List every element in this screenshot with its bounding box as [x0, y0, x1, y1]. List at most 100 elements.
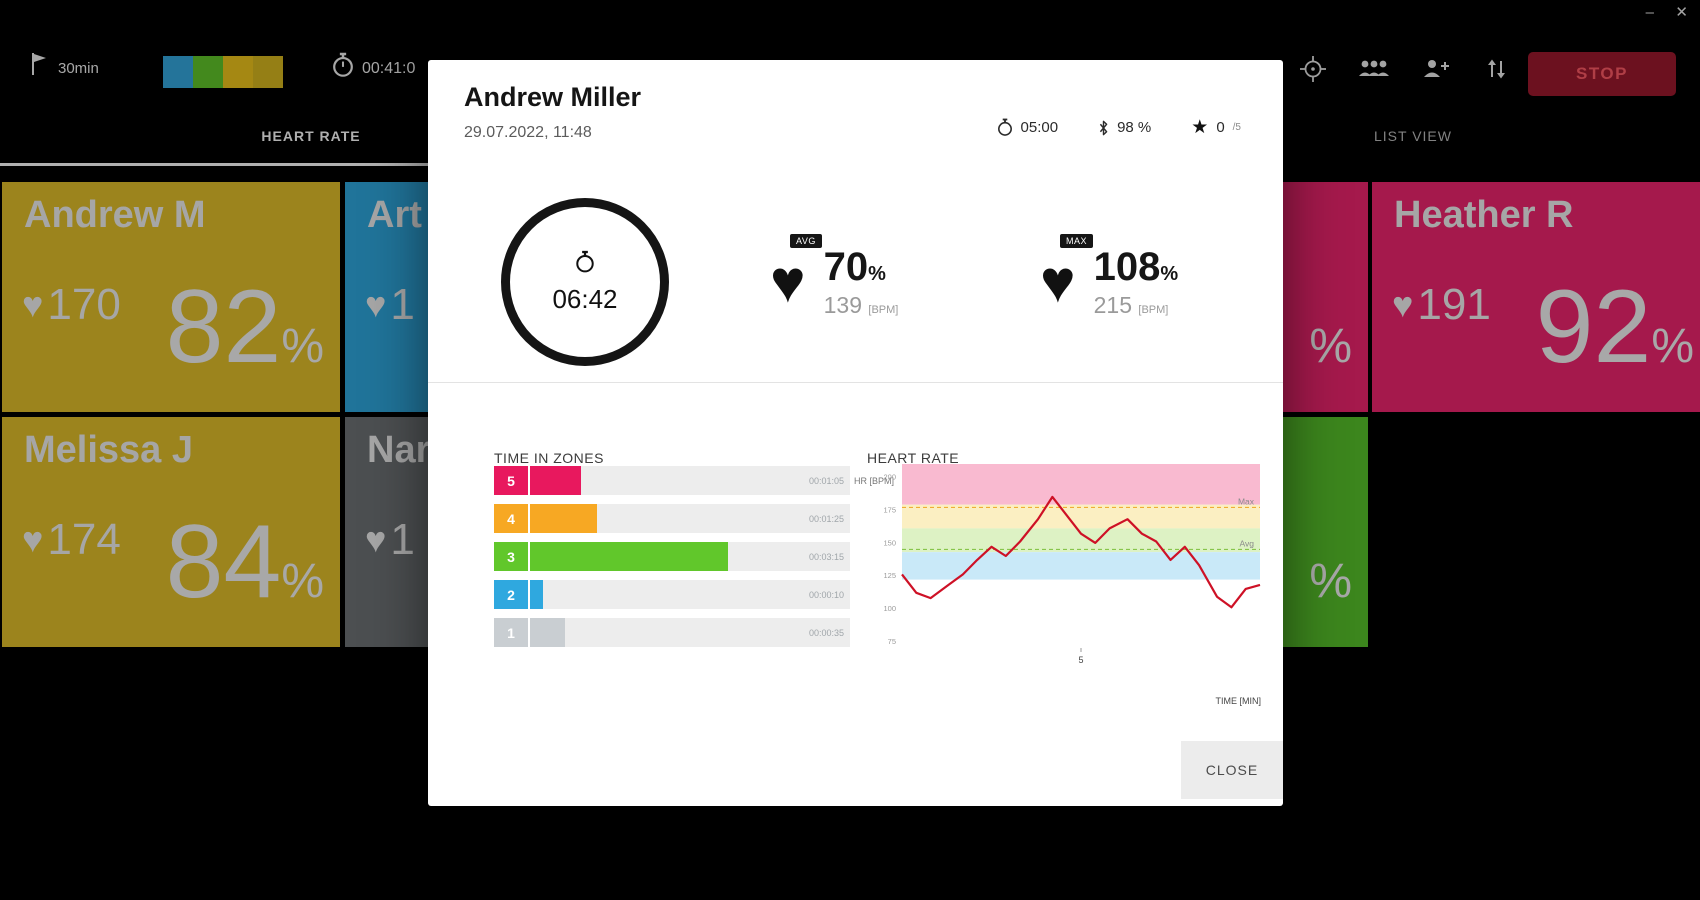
- zone-bar-track: 00:00:35: [530, 618, 850, 647]
- zone-row-1: 1 00:00:35: [494, 618, 850, 647]
- tab-list-view[interactable]: LIST VIEW: [1374, 128, 1452, 144]
- sort-icon[interactable]: [1482, 54, 1510, 89]
- max-heart-rate-stat: MAX ♥ 108% 215 [BPM]: [1040, 228, 1178, 319]
- zone-time-label: 00:01:25: [808, 513, 844, 524]
- avg-heart-rate-stat: AVG ♥ 70% 139 [BPM]: [770, 228, 898, 319]
- participants-group-icon[interactable]: [1356, 54, 1390, 89]
- participant-tile[interactable]: Andrew M ♥ 170 82%: [2, 182, 340, 412]
- svg-text:175: 175: [883, 506, 896, 515]
- target-icon[interactable]: [1298, 54, 1328, 89]
- hr-zone-band-zone2: [902, 552, 1260, 580]
- max-percent-unit: %: [1160, 263, 1179, 285]
- time-in-zones-title: TIME IN ZONES: [494, 450, 604, 466]
- heart-rate-chart: Max Avg 200 175 150 125 100 75 5: [861, 462, 1263, 679]
- segment-zone3-green: [193, 56, 223, 88]
- participant-detail-modal: Andrew Miller 29.07.2022, 11:48 05:00 98…: [428, 60, 1283, 806]
- svg-text:200: 200: [883, 473, 896, 482]
- stop-button[interactable]: STOP: [1528, 52, 1676, 96]
- section-divider: [428, 382, 1283, 383]
- window-close-button[interactable]: ✕: [1675, 4, 1688, 21]
- heart-icon: ♥: [365, 284, 387, 325]
- max-badge: MAX: [1060, 234, 1094, 248]
- header-stars-value: 0: [1216, 119, 1225, 136]
- zone-number-badge: 5: [494, 466, 528, 495]
- participant-name: Andrew M: [24, 194, 206, 236]
- time-in-zones-chart: 5 00:01:05 4 00:01:25 3 00:03:15 2 00:00:10 1 00:…: [494, 466, 850, 656]
- header-stars: ★ 0 /5: [1191, 118, 1241, 137]
- heart-rate-value: 1: [390, 515, 415, 564]
- close-button[interactable]: CLOSE: [1181, 741, 1283, 799]
- hr-y-axis-label: HR [BPM]: [854, 476, 895, 486]
- hr-x-axis-label: TIME [MIN]: [1215, 696, 1262, 706]
- segment-zone4b-yellow: [253, 56, 283, 88]
- zone-time-label: 00:01:05: [808, 475, 844, 486]
- participant-name-title: Andrew Miller: [464, 82, 642, 112]
- zone-bar: [530, 580, 543, 609]
- zone-time-label: 00:03:15: [808, 551, 844, 562]
- percent-sign: %: [1309, 320, 1352, 373]
- zone-row-5: 5 00:01:05: [494, 466, 850, 495]
- stopwatch-icon: [575, 250, 595, 279]
- svg-text:150: 150: [883, 538, 896, 547]
- zone-bar: [530, 618, 566, 647]
- zone-bar: [530, 542, 729, 571]
- max-bpm-unit: [BPM]: [1138, 304, 1169, 316]
- avg-bpm-value: 139: [823, 292, 862, 318]
- heart-icon: ♥: [1040, 248, 1076, 315]
- participant-name: Nar: [367, 429, 431, 471]
- svg-text:5: 5: [1078, 655, 1083, 665]
- zone-bar-track: 00:03:15: [530, 542, 850, 571]
- hr-zone-band-zone1: [902, 579, 1260, 648]
- svg-text:125: 125: [883, 571, 896, 580]
- add-participant-icon[interactable]: [1420, 54, 1452, 89]
- hr-zone-band-zone4: [902, 504, 1260, 529]
- zone-number-badge: 4: [494, 504, 528, 533]
- participant-heart-rate: ♥ 1: [365, 515, 415, 565]
- window-minimize-button[interactable]: –: [1645, 4, 1654, 21]
- percent-sign: %: [281, 320, 324, 373]
- heart-icon: ♥: [770, 248, 806, 315]
- heart-icon: ♥: [22, 519, 44, 560]
- percent-sign: %: [1651, 320, 1694, 373]
- participant-heart-rate: ♥ 191: [1392, 280, 1491, 330]
- segment-zone4-yellow: [223, 56, 253, 88]
- zone-number-badge: 2: [494, 580, 528, 609]
- hr-chart-svg: Max Avg 200 175 150 125 100 75 5: [883, 464, 1261, 665]
- max-bpm-value: 215: [1093, 292, 1132, 318]
- header-duration-value: 05:00: [1020, 119, 1059, 136]
- percent-value: 82: [165, 269, 282, 385]
- max-percent-value: 108: [1093, 245, 1161, 289]
- participant-tile[interactable]: Heather R ♥ 191 92%: [1372, 182, 1700, 412]
- segment-zone2-blue: [163, 56, 193, 88]
- zone-row-3: 3 00:03:15: [494, 542, 850, 571]
- heart-rate-value: 191: [1417, 280, 1491, 329]
- heart-rate-value: 174: [47, 515, 121, 564]
- zone-row-4: 4 00:01:25: [494, 504, 850, 533]
- zone-bar-track: 00:00:10: [530, 580, 850, 609]
- participant-name: Heather R: [1394, 194, 1574, 236]
- zone-time-label: 00:00:35: [808, 627, 844, 638]
- header-duration: 05:00: [997, 118, 1059, 137]
- avg-percent-unit: %: [868, 263, 886, 285]
- svg-text:Avg: Avg: [1240, 538, 1255, 548]
- flag-icon: [30, 52, 48, 81]
- participant-tile[interactable]: Melissa J ♥ 174 84%: [2, 417, 340, 647]
- session-duration-label: 30min: [58, 60, 99, 77]
- stopwatch-icon: [997, 118, 1013, 137]
- zone-number-badge: 3: [494, 542, 528, 571]
- svg-text:100: 100: [883, 604, 896, 613]
- active-tab-indicator: [0, 163, 622, 166]
- star-icon: ★: [1191, 117, 1209, 138]
- participant-percent: %: [1309, 554, 1352, 609]
- session-elapsed-time: 06:42: [552, 283, 618, 314]
- participant-heart-rate: ♥ 1: [365, 280, 415, 330]
- session-time-ring: 06:42: [501, 198, 669, 366]
- heart-icon: ♥: [365, 519, 387, 560]
- participant-percent: 92%: [1535, 269, 1694, 385]
- percent-value: 92: [1535, 269, 1652, 385]
- heart-icon: ♥: [22, 284, 44, 325]
- tab-heart-rate[interactable]: HEART RATE: [261, 128, 361, 144]
- header-sensor-battery: 98 %: [1098, 119, 1151, 137]
- zone-bar-track: 00:01:25: [530, 504, 850, 533]
